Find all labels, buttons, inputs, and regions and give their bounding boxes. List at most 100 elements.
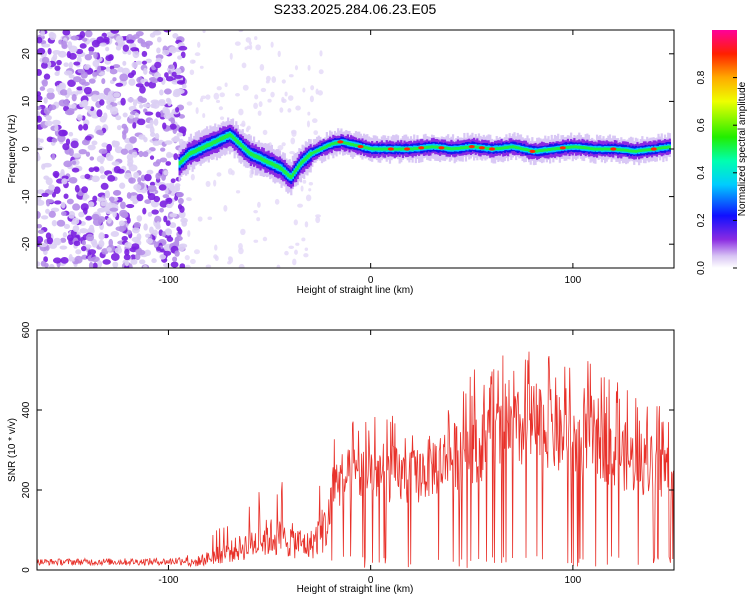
ridge-cell <box>416 147 419 150</box>
ridge-cell <box>667 145 670 149</box>
ridge-cell <box>545 148 548 152</box>
noise-cell <box>147 211 153 217</box>
noise-cell <box>115 35 124 44</box>
noise-cell <box>80 203 89 211</box>
noise-cell <box>224 82 228 88</box>
ridge-cell <box>573 145 576 149</box>
ridge-cell <box>456 147 460 150</box>
noise-cell <box>219 92 225 98</box>
ridge-cell <box>584 146 587 150</box>
ridge-cell <box>623 148 626 152</box>
ridge-cell <box>270 161 273 166</box>
noise-cell <box>234 41 241 46</box>
ridge-cell <box>367 147 371 150</box>
noise-cell <box>138 150 144 158</box>
noise-cell <box>46 88 55 94</box>
ridge-cell <box>183 156 186 161</box>
ridge-cell <box>426 145 429 149</box>
ridge-cell <box>579 145 582 149</box>
noise-cell <box>84 30 93 38</box>
noise-cell <box>70 103 76 109</box>
noise-cell <box>213 254 218 259</box>
noise-cell <box>137 177 142 184</box>
noise-cell <box>238 108 244 116</box>
noise-cell <box>81 240 87 246</box>
noise-cell <box>213 179 217 187</box>
noise-cell <box>130 47 139 52</box>
noise-cell <box>130 254 137 261</box>
noise-cell <box>37 235 44 244</box>
ridge-peak <box>357 145 364 149</box>
ridge-cell <box>206 143 209 148</box>
noise-cell <box>163 88 172 95</box>
noise-cell <box>162 106 169 114</box>
noise-cell <box>106 143 113 152</box>
noise-cell <box>253 239 259 243</box>
noise-cell <box>70 35 80 41</box>
noise-cell <box>304 221 309 228</box>
snr-xlabel: Height of straight line (km) <box>297 584 414 595</box>
noise-cell <box>253 102 258 110</box>
noise-cell <box>184 254 190 261</box>
ridge-cell <box>484 146 487 150</box>
ridge-cell <box>217 138 220 143</box>
noise-cell <box>126 192 132 199</box>
noise-cell <box>109 106 119 115</box>
noise-cell <box>154 61 162 69</box>
ridge-cell <box>219 137 222 142</box>
ridge-cell <box>327 143 330 147</box>
noise-cell <box>109 207 119 212</box>
spectrogram-xlabel: Height of straight line (km) <box>297 285 414 296</box>
noise-cell <box>120 97 126 106</box>
noise-cell <box>127 49 132 55</box>
ridge-cell <box>460 146 463 150</box>
noise-cell <box>173 135 180 142</box>
noise-cell <box>262 129 268 136</box>
ridge-cell <box>396 147 400 151</box>
noise-cell <box>44 120 53 127</box>
noise-cell <box>159 253 167 260</box>
ridge-cell <box>655 147 658 151</box>
noise-cell <box>71 167 80 173</box>
noise-cell <box>262 236 268 242</box>
noise-cell <box>205 180 211 188</box>
ridge-cell <box>335 141 338 145</box>
noise-cell <box>89 156 95 161</box>
noise-cell <box>176 80 186 85</box>
noise-cell <box>80 71 88 79</box>
ridge-cell <box>257 155 261 160</box>
noise-cell <box>127 72 135 79</box>
snr-ytick-label: 0 <box>21 567 32 573</box>
noise-cell <box>108 238 114 247</box>
ridge-cell <box>638 149 641 153</box>
noise-cell <box>124 259 129 267</box>
noise-cell <box>255 44 262 51</box>
noise-cell <box>68 131 74 137</box>
ridge-cell <box>379 147 382 151</box>
ridge-cell <box>663 146 667 150</box>
noise-cell <box>67 41 73 50</box>
noise-cell <box>168 184 176 191</box>
noise-cell <box>179 263 186 268</box>
noise-cell <box>128 177 136 184</box>
noise-cell <box>306 120 310 128</box>
ridge-cell <box>451 147 455 151</box>
ridge-cell <box>487 147 490 150</box>
noise-cell <box>61 178 68 185</box>
ridge-cell <box>445 146 448 150</box>
noise-cell <box>78 148 87 155</box>
noise-cell <box>41 79 48 87</box>
ridge-cell <box>393 147 396 151</box>
noise-cell <box>51 219 57 227</box>
noise-cell <box>119 182 126 189</box>
ridge-cell <box>324 145 327 149</box>
noise-cell <box>150 103 157 109</box>
noise-cell <box>132 99 138 107</box>
noise-cell <box>229 52 233 60</box>
ridge-cell <box>542 148 545 152</box>
noise-cell <box>73 61 81 66</box>
noise-cell <box>170 261 179 268</box>
